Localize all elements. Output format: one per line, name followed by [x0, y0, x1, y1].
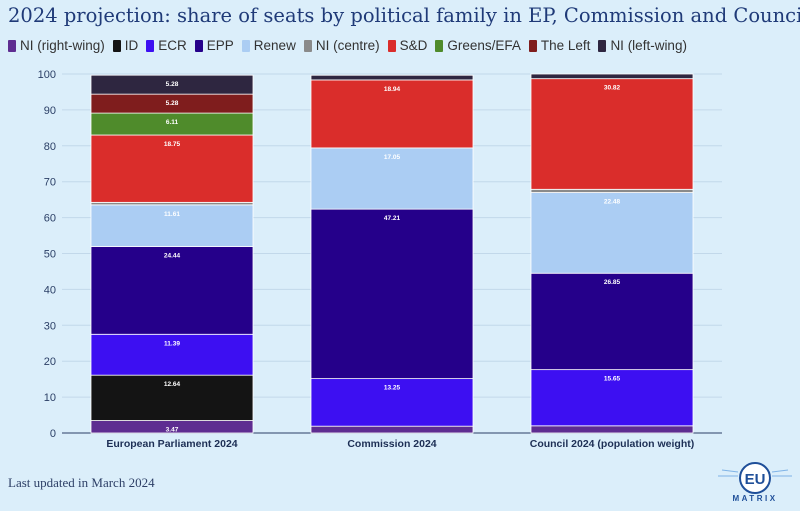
- legend-item[interactable]: Greens/EFA: [435, 38, 521, 53]
- bar-segment: [90, 74, 254, 95]
- legend-swatch: [303, 39, 312, 52]
- chart-title: 2024 projection: share of seats by polit…: [8, 4, 800, 27]
- y-tick-label: 0: [50, 428, 56, 440]
- bar-segment: [310, 208, 474, 380]
- legend-label: NI (right-wing): [20, 38, 105, 53]
- legend-swatch: [598, 39, 607, 52]
- data-label: 24.44: [164, 253, 181, 260]
- legend-label: NI (centre): [315, 38, 380, 53]
- eu-matrix-logo-mark: EU: [718, 462, 792, 494]
- y-tick-label: 10: [44, 392, 56, 404]
- y-tick-label: 30: [44, 320, 56, 332]
- bar-segment: [90, 134, 254, 203]
- data-label: 18.94: [384, 86, 401, 93]
- bar-segment: [90, 204, 254, 247]
- legend-swatch: [435, 39, 444, 52]
- bar-segment: [530, 192, 694, 274]
- bar-segment: [310, 147, 474, 210]
- bar-segment: [310, 79, 474, 149]
- legend-swatch: [194, 39, 203, 52]
- data-label: 30.82: [604, 85, 621, 92]
- bar-segment: [530, 425, 694, 434]
- legend-item[interactable]: NI (right-wing): [8, 38, 105, 53]
- legend-label: S&D: [399, 38, 428, 53]
- legend-swatch: [528, 39, 537, 52]
- logo-text: EU: [745, 471, 766, 488]
- legend-swatch: [8, 39, 16, 52]
- y-tick-label: 50: [44, 249, 56, 261]
- data-label: 22.48: [604, 199, 621, 206]
- data-label: 11.61: [164, 211, 180, 218]
- bar-segment: [530, 188, 694, 193]
- y-tick-label: 20: [44, 356, 56, 368]
- data-label: 12.64: [164, 381, 181, 388]
- x-tick-label: European Parliament 2024: [106, 438, 237, 450]
- legend-swatch: [146, 39, 155, 52]
- last-updated-text: Last updated in March 2024: [8, 475, 155, 490]
- data-label: 6.11: [166, 119, 179, 126]
- data-label: 17.05: [384, 154, 401, 161]
- y-tick-label: 90: [44, 105, 56, 117]
- stacked-bar-chart: 0 10 20 30 40 50 60 70 80 90 100 3.47 12.64 11.39 24.4…: [38, 69, 722, 450]
- eu-matrix-logo[interactable]: EU MATRIX: [716, 458, 794, 506]
- legend-label: ECR: [158, 38, 187, 53]
- x-tick-label: Commission 2024: [347, 438, 436, 450]
- bar-segment: [310, 378, 474, 427]
- legend-label: Renew: [253, 38, 296, 53]
- legend-label: Greens/EFA: [447, 38, 521, 53]
- legend-item[interactable]: Renew: [241, 38, 296, 53]
- legend-item[interactable]: S&D: [387, 38, 428, 53]
- data-label: 18.75: [164, 141, 181, 148]
- y-tick-label: 60: [44, 213, 56, 225]
- legend-label: NI (left-wing): [610, 38, 687, 53]
- bar-segment: [90, 374, 254, 421]
- x-tick-label: Council 2024 (population weight): [530, 438, 695, 450]
- bar-segment: [90, 246, 254, 335]
- data-label: 15.65: [604, 376, 621, 383]
- legend-item[interactable]: ECR: [146, 38, 187, 53]
- data-label: 5.28: [166, 100, 179, 107]
- legend-item[interactable]: ID: [112, 38, 139, 53]
- data-label: 47.21: [384, 215, 401, 222]
- y-tick-label: 100: [38, 69, 56, 81]
- legend-item[interactable]: NI (left-wing): [598, 38, 687, 53]
- legend-swatch: [112, 39, 121, 52]
- bar-segment: [310, 74, 474, 81]
- logo-subtext: MATRIX: [732, 494, 778, 503]
- legend-swatch: [241, 39, 250, 52]
- bar-segment: [310, 425, 474, 434]
- bar-segment: [530, 78, 694, 190]
- legend-item[interactable]: The Left: [528, 38, 591, 53]
- data-label: 11.39: [164, 340, 180, 347]
- data-label: 5.28: [166, 81, 179, 88]
- y-tick-label: 40: [44, 284, 56, 296]
- legend-label: EPP: [206, 38, 234, 53]
- legend-swatch: [387, 39, 396, 52]
- legend-item[interactable]: EPP: [194, 38, 234, 53]
- data-label: 13.25: [384, 385, 401, 392]
- legend-item[interactable]: NI (centre): [303, 38, 380, 53]
- bar-segment: [530, 73, 694, 80]
- data-label: 3.47: [166, 427, 179, 434]
- legend: NI (right-wing) ID ECR EPP Renew NI (centre) S…: [8, 38, 687, 53]
- bar-segment: [530, 272, 694, 371]
- legend-label: The Left: [540, 38, 591, 53]
- bar-segment: [530, 369, 694, 427]
- y-tick-label: 70: [44, 177, 56, 189]
- y-tick-label: 80: [44, 141, 56, 153]
- legend-label: ID: [124, 38, 139, 53]
- data-label: 26.85: [604, 279, 621, 286]
